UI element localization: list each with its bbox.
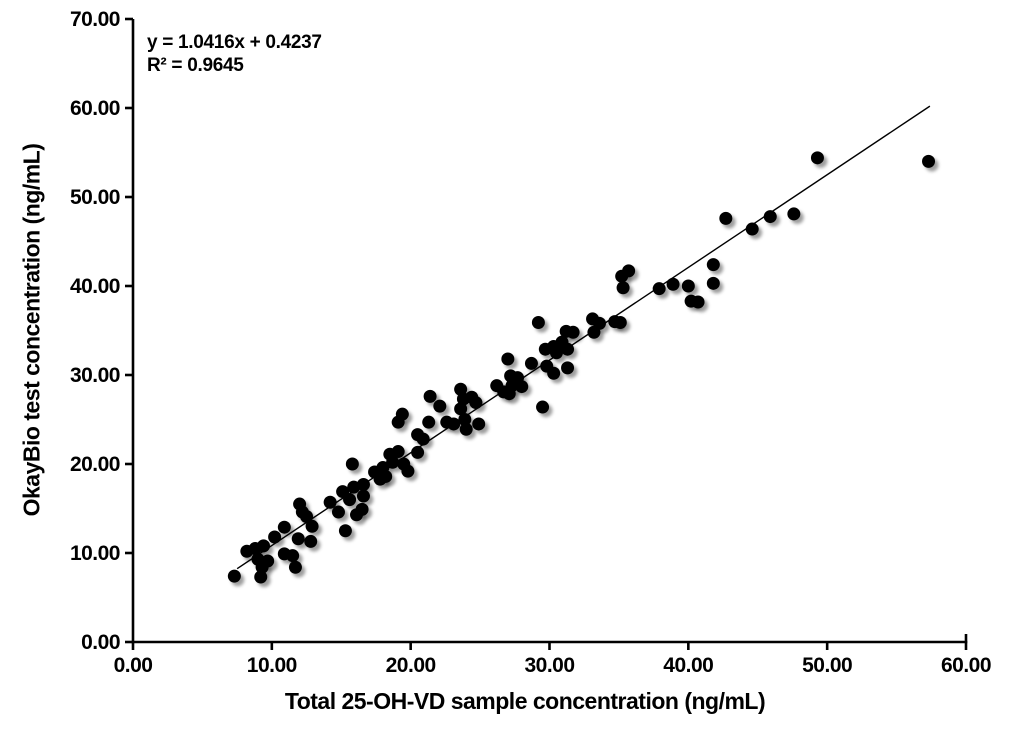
data-point xyxy=(922,154,936,168)
data-point xyxy=(391,445,405,459)
data-point xyxy=(549,346,563,360)
data-point xyxy=(691,295,705,309)
data-point xyxy=(469,396,483,410)
data-point xyxy=(536,400,550,414)
data-point xyxy=(395,407,409,421)
y-tick-label: 60.00 xyxy=(70,97,120,120)
data-point xyxy=(401,464,415,478)
data-point xyxy=(286,549,300,563)
data-point xyxy=(447,417,461,431)
data-point xyxy=(524,356,538,370)
data-point xyxy=(587,325,601,339)
y-tick-label: 20.00 xyxy=(70,453,120,476)
trendline-annotation: y = 1.0416x + 0.4237 R² = 0.9645 xyxy=(147,31,322,77)
tick-labels-group: 0.00 10.00 20.00 30.00 40.00 50.00 60.00 0.00 10… xyxy=(70,8,992,677)
data-point xyxy=(459,422,473,436)
x-tick-label: 40.00 xyxy=(663,654,713,677)
data-point xyxy=(706,276,720,290)
data-point xyxy=(379,469,393,483)
data-point xyxy=(681,279,695,293)
data-point xyxy=(277,520,291,534)
data-point xyxy=(616,281,630,295)
axes-group xyxy=(125,17,968,650)
trendline-r-squared: R² = 0.9645 xyxy=(147,55,244,76)
data-point xyxy=(343,493,357,507)
data-point xyxy=(254,570,268,584)
data-point xyxy=(458,413,472,426)
data-point xyxy=(386,455,400,469)
data-point xyxy=(561,361,575,375)
data-point xyxy=(666,277,680,291)
data-point xyxy=(515,380,529,394)
data-point xyxy=(288,560,302,574)
data-point xyxy=(561,342,575,356)
data-point xyxy=(472,417,486,431)
data-point xyxy=(300,510,314,524)
data-point xyxy=(338,524,352,538)
data-point xyxy=(531,315,545,329)
y-tick-label: 50.00 xyxy=(70,186,120,209)
data-point xyxy=(613,315,627,329)
data-point xyxy=(433,399,447,413)
y-tick-label: 40.00 xyxy=(70,275,120,298)
y-tick-label: 30.00 xyxy=(70,364,120,387)
data-point xyxy=(810,151,824,165)
x-tick-label: 10.00 xyxy=(247,654,297,677)
data-point xyxy=(268,530,282,544)
data-point xyxy=(416,432,430,446)
x-tick-label: 30.00 xyxy=(524,654,574,677)
data-point xyxy=(227,569,241,583)
data-point xyxy=(345,457,359,471)
data-point xyxy=(356,489,370,503)
data-point xyxy=(719,211,733,225)
data-point xyxy=(323,495,337,509)
data-point xyxy=(356,477,370,491)
data-point xyxy=(305,519,319,533)
data-point xyxy=(501,352,515,366)
trendline-equation: y = 1.0416x + 0.4237 xyxy=(147,32,322,53)
data-point xyxy=(652,282,666,296)
trend-line xyxy=(236,105,931,570)
data-point xyxy=(291,532,305,546)
x-axis-title: Total 25-OH-VD sample concentration (ng/… xyxy=(284,688,766,714)
data-point xyxy=(422,415,436,429)
y-tick-label: 10.00 xyxy=(70,542,120,565)
x-tick-label: 60.00 xyxy=(941,654,991,677)
data-point xyxy=(304,534,318,548)
x-tick-label: 20.00 xyxy=(386,654,436,677)
data-point xyxy=(454,382,468,396)
data-point xyxy=(257,539,271,553)
data-point xyxy=(763,210,777,224)
y-tick-label: 70.00 xyxy=(70,8,120,31)
data-point xyxy=(454,402,468,416)
data-point xyxy=(706,258,720,272)
x-tick-label: 50.00 xyxy=(802,654,852,677)
y-axis-title: OkayBio test concentration (ng/mL) xyxy=(18,143,45,517)
data-point xyxy=(622,264,636,278)
data-point xyxy=(787,207,801,221)
data-point xyxy=(547,366,561,380)
data-point xyxy=(423,389,437,403)
data-point xyxy=(745,222,759,236)
data-point xyxy=(411,445,425,459)
y-tick-label: 0.00 xyxy=(81,631,120,654)
data-point xyxy=(261,554,275,568)
scatter-points-group xyxy=(227,151,936,584)
data-point xyxy=(331,505,345,519)
data-point xyxy=(566,325,580,339)
data-point xyxy=(355,502,369,516)
x-tick-label: 0.00 xyxy=(114,654,153,677)
